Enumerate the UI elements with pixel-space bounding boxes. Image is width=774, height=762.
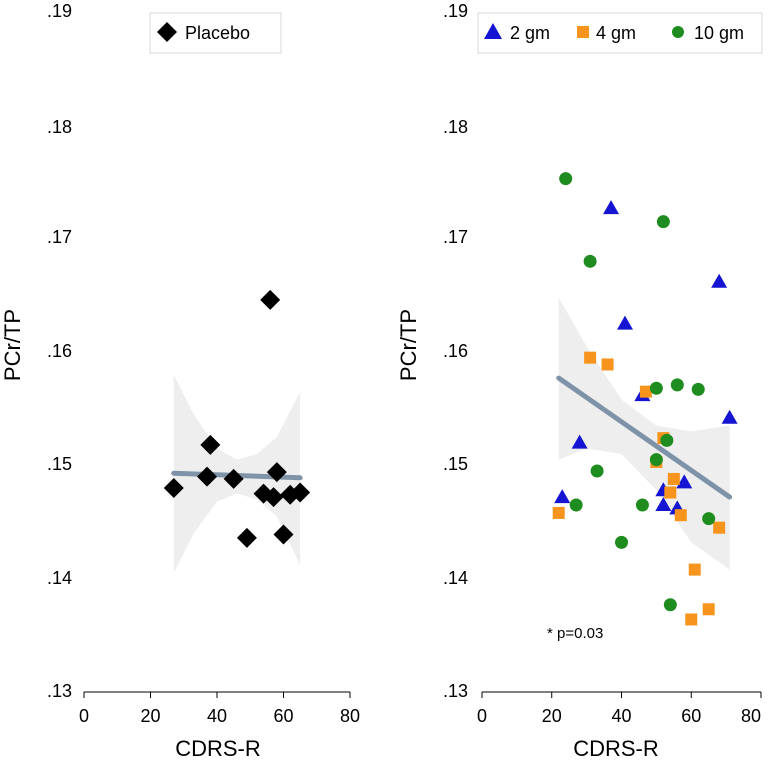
- left-y-tick-label: .14: [47, 568, 72, 588]
- right-x-tick-label: 40: [611, 706, 631, 726]
- point-placebo: [163, 478, 184, 498]
- legend-triangle-icon: [484, 23, 502, 39]
- left-y-tick-label: .13: [47, 681, 72, 701]
- right-y-tick-label: .17: [443, 227, 468, 247]
- point-10gm: [559, 172, 573, 186]
- point-10gm: [615, 535, 628, 549]
- point-2gm: [616, 315, 633, 330]
- right-y-tick-label: .18: [443, 117, 468, 137]
- creatine-y-tick-labels: .19 .18 .17 .16 .15 .14 .13: [443, 1, 468, 701]
- point-10gm: [660, 433, 674, 447]
- left-y-tick-label: .16: [47, 341, 72, 361]
- left-y-tick-label: .15: [47, 454, 72, 474]
- point-4gm: [667, 472, 680, 485]
- point-placebo: [260, 289, 281, 310]
- placebo-legend: Placebo: [149, 12, 282, 54]
- point-10gm: [649, 381, 663, 395]
- point-placebo: [200, 434, 221, 455]
- creatine-regression-line: [556, 375, 733, 500]
- right-y-tick-label: .13: [443, 681, 468, 701]
- point-10gm: [670, 378, 684, 392]
- panel-creatine: .19 .18 .17 .16 .15 .14 .13 PCr/TP 0 20 …: [396, 1, 763, 761]
- left-y-axis-title: PCr/TP: [0, 309, 25, 381]
- point-10gm: [691, 382, 705, 396]
- point-2gm: [711, 273, 728, 288]
- right-y-tick-label: .19: [443, 1, 468, 21]
- placebo-points: [163, 289, 311, 548]
- left-x-tick-label: 80: [340, 706, 360, 726]
- legend-square-icon: [577, 26, 589, 38]
- point-4gm: [713, 521, 726, 534]
- point-2gm: [554, 489, 571, 504]
- point-10gm: [663, 598, 677, 612]
- legend-label-placebo: Placebo: [185, 23, 250, 43]
- left-y-tick-label: .18: [47, 117, 72, 137]
- point-2gm: [603, 200, 620, 215]
- point-10gm: [702, 512, 716, 526]
- point-2gm: [721, 409, 738, 424]
- left-x-axis-title: CDRS-R: [175, 736, 261, 761]
- legend-circle-icon: [672, 26, 684, 38]
- point-4gm: [688, 563, 701, 576]
- right-x-tick-label: 80: [741, 706, 761, 726]
- creatine-confidence-band: [558, 297, 730, 570]
- left-y-tick-label: .17: [47, 227, 72, 247]
- point-placebo: [273, 524, 294, 545]
- right-x-tick-label: 20: [542, 706, 562, 726]
- point-placebo: [197, 466, 218, 487]
- point-10gm: [569, 498, 583, 512]
- left-x-tick-label: 20: [140, 706, 160, 726]
- panel-placebo: .19 .18 .17 .16 .15 .14 .13 PCr/TP 0 20 …: [0, 1, 360, 761]
- placebo-y-tick-labels: .19 .18 .17 .16 .15 .14 .13: [47, 1, 72, 701]
- right-x-tick-label: 60: [681, 706, 701, 726]
- legend-label-10gm: 10 gm: [694, 23, 744, 43]
- point-4gm: [702, 603, 715, 616]
- point-10gm: [649, 453, 663, 467]
- point-placebo: [236, 527, 257, 548]
- point-placebo: [266, 462, 287, 483]
- legend-box: [477, 12, 763, 54]
- right-y-tick-label: .16: [443, 341, 468, 361]
- left-x-axis: 0 20 40 60 80: [79, 691, 360, 726]
- point-4gm: [664, 486, 677, 499]
- creatine-ci-band: [558, 297, 730, 570]
- creatine-legend: 2 gm 4 gm 10 gm: [477, 12, 763, 54]
- right-x-axis-title: CDRS-R: [573, 736, 659, 761]
- p-value-annotation: * p=0.03: [547, 625, 603, 642]
- left-y-tick-label: .19: [47, 1, 72, 21]
- point-10gm: [590, 464, 604, 478]
- right-y-axis-title: PCr/TP: [396, 309, 421, 381]
- point-4gm: [674, 509, 687, 522]
- right-y-tick-label: .15: [443, 454, 468, 474]
- point-10gm: [583, 254, 597, 268]
- right-x-tick-label: 0: [477, 706, 487, 726]
- left-x-tick-label: 60: [273, 706, 293, 726]
- left-x-tick-label: 0: [79, 706, 89, 726]
- legend-label-4gm: 4 gm: [596, 23, 636, 43]
- point-4gm: [639, 385, 652, 398]
- point-2gm: [571, 434, 588, 449]
- left-x-tick-label: 40: [207, 706, 227, 726]
- legend-label-2gm: 2 gm: [510, 23, 550, 43]
- creatine-fit-line: [556, 375, 733, 500]
- point-4gm: [584, 351, 597, 364]
- point-placebo: [223, 468, 244, 489]
- point-10gm: [656, 215, 670, 229]
- point-10gm: [635, 498, 649, 512]
- point-2gm: [655, 497, 672, 511]
- point-2gm: [676, 474, 693, 489]
- point-4gm: [552, 506, 565, 519]
- creatine-points: [552, 172, 738, 626]
- point-placebo: [290, 482, 311, 503]
- right-y-tick-label: .14: [443, 568, 468, 588]
- point-4gm: [685, 613, 698, 626]
- right-x-axis: 0 20 40 60 80: [477, 691, 762, 726]
- point-4gm: [601, 358, 614, 371]
- point-placebo: [263, 487, 284, 508]
- placebo-legend-diamond-icon: [157, 22, 177, 42]
